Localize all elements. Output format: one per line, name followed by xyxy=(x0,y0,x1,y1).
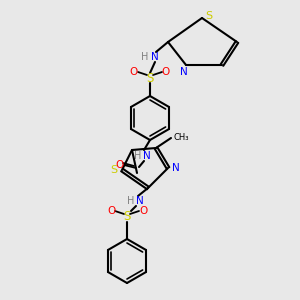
Text: O: O xyxy=(130,67,138,77)
Text: N: N xyxy=(180,67,188,77)
Text: CH₃: CH₃ xyxy=(174,134,190,142)
Text: N: N xyxy=(151,52,159,62)
Text: O: O xyxy=(107,206,115,216)
Text: S: S xyxy=(110,165,118,175)
Text: N: N xyxy=(136,196,144,206)
Text: S: S xyxy=(146,71,154,85)
Text: S: S xyxy=(123,211,131,224)
Text: O: O xyxy=(139,206,147,216)
Text: N: N xyxy=(172,163,180,173)
Text: N: N xyxy=(143,151,151,161)
Text: O: O xyxy=(116,160,124,170)
Text: H: H xyxy=(134,151,142,161)
Text: H: H xyxy=(141,52,149,62)
Text: O: O xyxy=(162,67,170,77)
Text: S: S xyxy=(206,11,213,21)
Text: H: H xyxy=(127,196,135,206)
